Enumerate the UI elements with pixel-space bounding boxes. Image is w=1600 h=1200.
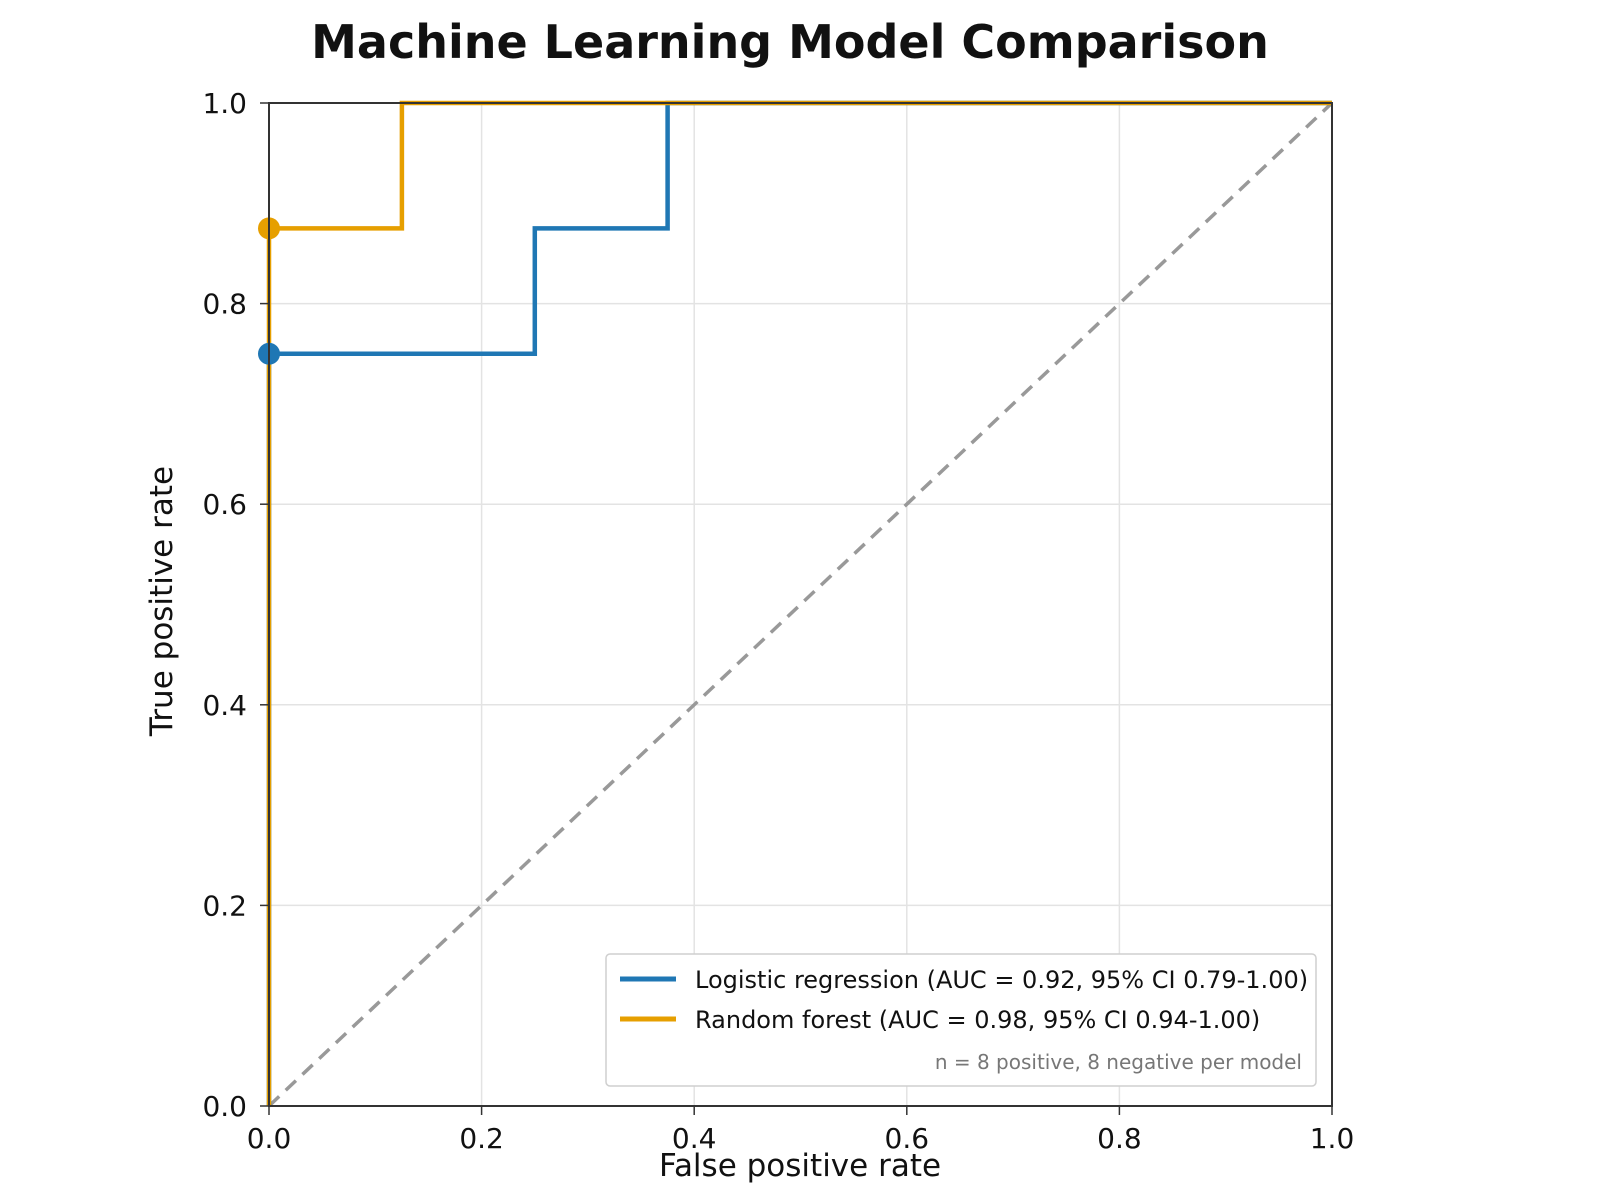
chance-diagonal-line [267,101,1334,1108]
y-tick-label: 0.0 [202,1090,247,1123]
plot-area-border [268,102,1333,1107]
y-tick-label: 0.2 [202,889,247,922]
y-axis-label: True positive rate [144,466,180,737]
x-axis-label: False positive rate [659,1148,941,1184]
y-tick-label: 0.8 [202,288,247,321]
legend: Logistic regression (AUC = 0.92, 95% CI … [605,953,1317,1087]
y-tick-label: 0.6 [202,488,247,521]
legend-box [605,953,1317,1087]
legend-entry-random-forest: Random forest (AUC = 0.98, 95% CI 0.94-1… [695,1006,1260,1034]
chart-title: Machine Learning Model Comparison [311,15,1269,69]
x-tick-label: 0.2 [459,1122,504,1155]
x-tick-label: 0.8 [1097,1122,1142,1155]
grid-lines [269,103,1332,1106]
reference-diagonal [267,101,1334,1108]
tick-labels: 0.0 0.2 0.4 0.6 0.8 1.0 0.0 0.2 0.4 0.6 0.8 1.0 [202,87,1354,1155]
legend-note: n = 8 positive, 8 negative per model [935,1050,1302,1074]
x-tick-label: 0.0 [247,1122,292,1155]
plot-frame [268,102,1333,1107]
x-tick-label: 0.6 [885,1122,930,1155]
y-tick-label: 1.0 [202,87,247,120]
x-tick-label: 0.4 [672,1122,717,1155]
x-tick-label: 1.0 [1310,1122,1355,1155]
legend-entry-logistic: Logistic regression (AUC = 0.92, 95% CI … [695,966,1308,994]
y-tick-label: 0.4 [202,689,247,722]
